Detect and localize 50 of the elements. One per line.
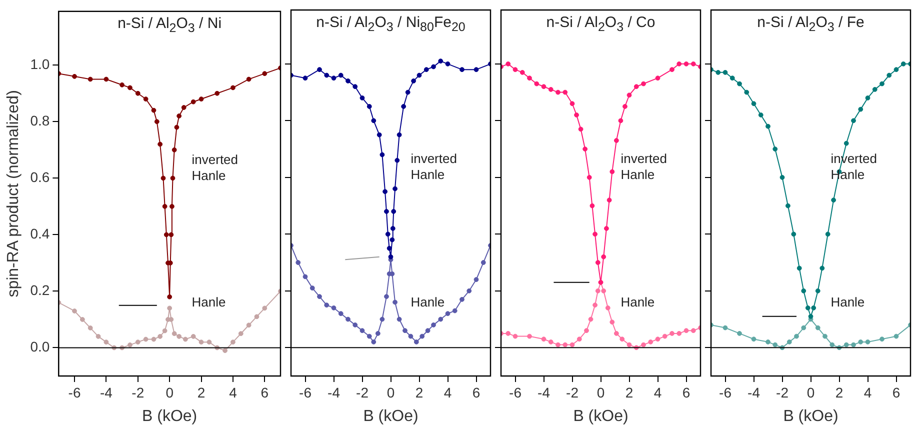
chart-title: n-Si / Al$_{2}$O$_{3}$ / Ni$_{80}$Fe$_{20}$: [315, 14, 466, 34]
chart-title: n-Si / Al$_{2}$O$_{3}$ / Ni: [116, 15, 223, 36]
x-tick-label: -4: [538, 384, 550, 400]
x-tick-label: 4: [444, 384, 452, 400]
x-tick-label: 4: [654, 384, 662, 400]
x-tick-label: -6: [299, 384, 312, 400]
x-tick-label: -2: [132, 384, 144, 400]
x-tick-label: -6: [68, 384, 81, 400]
x-axis-title: B (kOe): [363, 408, 418, 425]
x-tick-label: 2: [197, 384, 206, 400]
annotation: inverted Hanle: [192, 152, 238, 183]
x-tick-label: -4: [328, 384, 340, 400]
x-tick-label: 6: [472, 384, 480, 400]
y-tick-label: 0.0: [30, 338, 50, 355]
chart-title: n-Si / Al$_{2}$O$_{3}$ / Fe: [756, 14, 866, 34]
x-tick-label: 6: [260, 384, 269, 400]
x-tick-label: 0: [596, 384, 605, 400]
x-tick-label: 2: [835, 384, 844, 400]
x-tick-label: 6: [682, 384, 690, 400]
x-axis-title: B (kOe): [783, 408, 838, 425]
x-tick-label: 4: [864, 384, 872, 400]
annotation: Hanle: [410, 294, 445, 310]
y-tick-label: 0.6: [30, 169, 50, 186]
x-tick-label: -6: [719, 384, 732, 400]
x-tick-label: -2: [356, 384, 369, 400]
annotation: Hanle: [192, 294, 226, 310]
x-axis-title: B (kOe): [573, 408, 628, 425]
x-tick-label: 4: [229, 384, 238, 400]
x-tick-label: 2: [415, 384, 424, 400]
x-axis-title: B (kOe): [142, 408, 198, 425]
x-tick-label: 0: [166, 384, 174, 400]
chart-title: n-Si / Al$_{2}$O$_{3}$ / Co: [545, 14, 656, 34]
x-tick-label: 0: [806, 384, 815, 400]
y-axis-title: spin-RA product (normalized): [5, 90, 22, 298]
x-tick-label: -2: [566, 384, 579, 400]
x-tick-label: 0: [386, 384, 395, 400]
y-tick-label: 0.2: [30, 282, 50, 298]
annotation: inverted Hanle: [620, 150, 667, 182]
y-tick-label: 1.0: [30, 56, 50, 72]
annotation: Hanle: [620, 294, 655, 310]
x-tick-label: 6: [892, 384, 900, 400]
y-tick-label: 0.4: [30, 226, 50, 242]
x-tick-label: 2: [625, 384, 634, 400]
x-tick-label: -4: [100, 384, 113, 400]
annotation: Hanle: [830, 294, 865, 310]
x-tick-label: -4: [748, 384, 760, 400]
x-tick-label: -6: [509, 384, 522, 400]
x-tick-label: -2: [776, 384, 789, 400]
annotation: inverted Hanle: [410, 150, 457, 182]
y-tick-label: 0.8: [30, 112, 50, 128]
